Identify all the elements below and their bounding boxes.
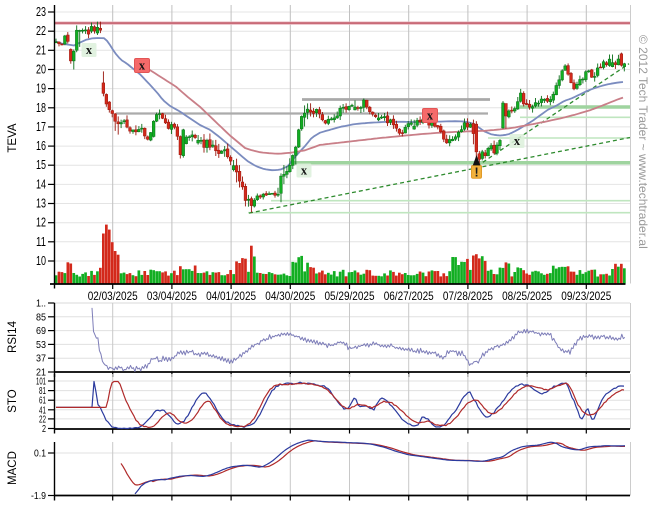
svg-text:07/28/2025: 07/28/2025 [443,289,493,303]
svg-text:81: 81 [39,385,46,397]
svg-text:13: 13 [36,197,46,211]
svg-text:!: ! [475,166,479,180]
svg-text:21: 21 [36,367,46,379]
svg-text:85: 85 [36,311,46,323]
svg-text:69: 69 [36,325,46,337]
svg-text:© 2012 Tech Trader ~ www.techt: © 2012 Tech Trader ~ www.techtrader.al [636,35,650,249]
svg-text:x: x [301,164,308,178]
svg-text:03/04/2025: 03/04/2025 [147,289,197,303]
svg-text:12: 12 [36,216,46,230]
svg-text:10: 10 [36,254,46,268]
svg-text:STO: STO [7,389,19,412]
svg-text:06/27/2025: 06/27/2025 [384,289,434,303]
svg-text:-1.9: -1.9 [31,490,46,502]
svg-text:TEVA: TEVA [7,123,19,153]
svg-text:16: 16 [36,139,46,153]
svg-text:05/29/2025: 05/29/2025 [325,289,375,303]
svg-text:21: 21 [36,43,46,57]
svg-text:41: 41 [39,404,46,416]
svg-text:101: 101 [36,376,46,388]
svg-text:61: 61 [39,395,46,407]
svg-text:09/23/2025: 09/23/2025 [561,289,611,303]
svg-text:19: 19 [36,82,46,96]
svg-text:11: 11 [36,235,46,249]
svg-text:37: 37 [36,353,46,365]
svg-text:15: 15 [36,158,46,172]
svg-text:RSI14: RSI14 [7,320,19,353]
svg-text:2: 2 [42,423,46,435]
svg-text:08/25/2025: 08/25/2025 [502,289,552,303]
svg-text:x: x [427,109,434,123]
svg-text:04/30/2025: 04/30/2025 [265,289,315,303]
svg-text:04/01/2025: 04/01/2025 [206,289,256,303]
svg-text:x: x [86,43,93,57]
svg-text:02/03/2025: 02/03/2025 [88,289,138,303]
svg-text:18: 18 [36,101,46,115]
svg-text:1..: 1.. [36,298,46,310]
svg-text:0.1: 0.1 [34,448,46,460]
svg-text:22: 22 [36,24,46,38]
svg-text:x: x [139,59,146,73]
svg-text:53: 53 [36,339,46,351]
svg-text:20: 20 [36,63,46,77]
svg-text:MACD: MACD [7,451,19,485]
svg-text:22: 22 [39,413,46,425]
svg-text:17: 17 [36,120,46,134]
svg-text:23: 23 [36,5,46,19]
svg-text:x: x [514,134,521,148]
svg-text:14: 14 [36,177,46,191]
